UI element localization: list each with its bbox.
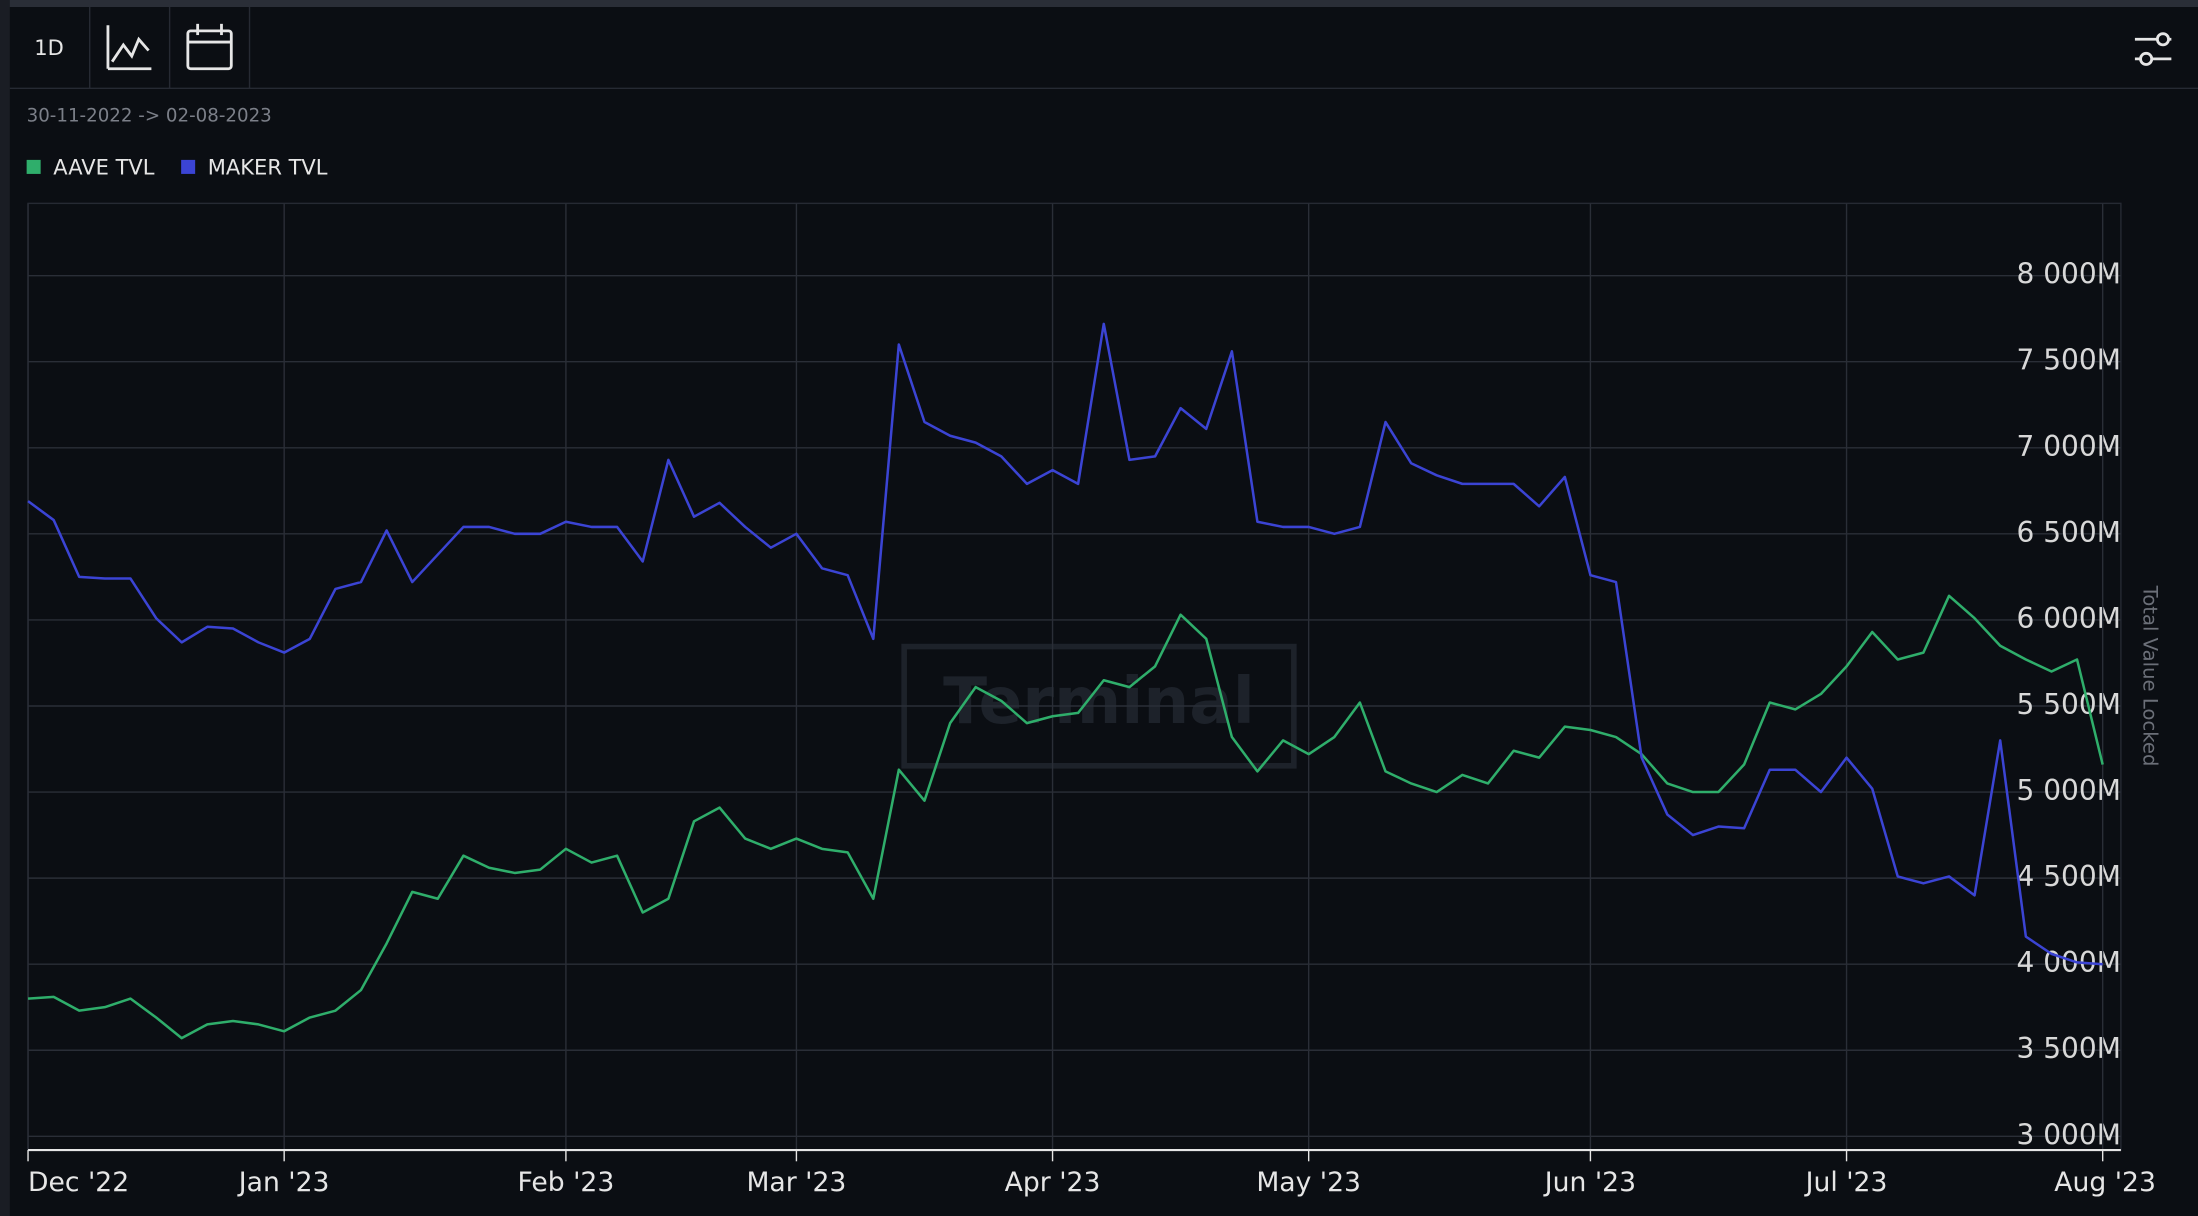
y-tick-label: 6 500M: [2016, 516, 2120, 549]
y-tick-label: 4 000M: [2016, 946, 2120, 979]
calendar-button[interactable]: [186, 23, 233, 71]
interval-button[interactable]: 1D: [34, 35, 64, 60]
chart-type-button[interactable]: [106, 25, 152, 71]
legend-swatch: [26, 159, 41, 174]
left-border: [0, 0, 10, 1216]
date-range: 30-11-2022 -> 02-08-2023: [27, 105, 272, 126]
y-tick-label: 7 000M: [2016, 430, 2120, 463]
series-line: [27, 594, 2104, 1040]
legend-swatch: [181, 159, 196, 174]
x-tick-label: Mar '23: [746, 1167, 846, 1198]
y-tick-label: 3 500M: [2016, 1032, 2120, 1065]
y-tick-label: 8 000M: [2016, 258, 2120, 291]
series-line: [27, 322, 2103, 966]
y-tick-label: 5 500M: [2016, 688, 2120, 721]
y-tick-label: 7 500M: [2016, 344, 2120, 377]
y-tick-label: 5 000M: [2016, 774, 2120, 807]
x-tick-label: Dec '22: [28, 1167, 129, 1198]
legend-label: MAKER TVL: [208, 154, 328, 179]
legend-label: AAVE TVL: [53, 154, 155, 179]
x-tick-label: Aug '23: [2054, 1167, 2156, 1198]
top-border: [0, 0, 2198, 8]
watermark: Terminal: [943, 664, 1255, 739]
plot: 3 000M 3 500M 4 000M 4 500M 5 000M 5 500M 6 00…: [27, 202, 2156, 1198]
x-tick-label: Jan '23: [237, 1167, 330, 1198]
x-tick-label: May '23: [1256, 1167, 1361, 1198]
y-tick-label: 6 000M: [2016, 602, 2120, 635]
x-tick-label: Feb '23: [518, 1167, 615, 1198]
y-axis-label: Total Value Locked: [2138, 585, 2161, 767]
legend: AAVE TVL MAKER TVL: [26, 154, 328, 179]
y-tick-label: 3 000M: [2016, 1118, 2120, 1151]
x-tick-label: Jun '23: [1543, 1167, 1636, 1198]
x-tick-label: Apr '23: [1005, 1167, 1101, 1198]
settings-button[interactable]: [2134, 32, 2172, 66]
x-tick-label: Jul '23: [1804, 1167, 1888, 1198]
y-tick-label: 4 500M: [2016, 860, 2120, 893]
